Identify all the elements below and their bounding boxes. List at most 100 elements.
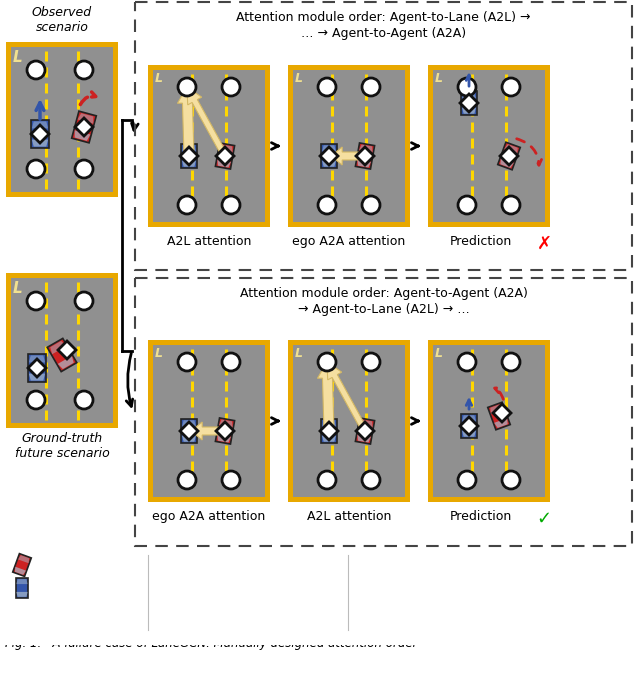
Polygon shape (180, 422, 198, 440)
Circle shape (222, 353, 240, 371)
Circle shape (75, 160, 93, 178)
Polygon shape (357, 434, 371, 443)
Polygon shape (219, 145, 232, 152)
Bar (428, 65, 550, 227)
Polygon shape (462, 431, 476, 436)
Polygon shape (355, 418, 374, 444)
Circle shape (222, 471, 240, 489)
Polygon shape (58, 356, 74, 369)
Text: L: L (435, 72, 443, 85)
Polygon shape (182, 145, 196, 152)
Bar (148, 65, 270, 227)
Text: Neighbor direction: Neighbor direction (180, 603, 296, 616)
Polygon shape (15, 566, 26, 575)
Text: L: L (155, 347, 163, 360)
Text: ✗: ✗ (536, 235, 552, 253)
Bar (148, 340, 270, 502)
Text: Attention module order: Agent-to-Agent (A2A): Attention module order: Agent-to-Agent (… (239, 288, 527, 300)
Polygon shape (216, 143, 235, 169)
Polygon shape (216, 418, 235, 444)
Polygon shape (322, 436, 336, 442)
Polygon shape (218, 434, 231, 443)
Polygon shape (31, 125, 49, 143)
Bar (11, 47, 113, 192)
Polygon shape (32, 122, 48, 129)
Circle shape (27, 292, 45, 310)
Circle shape (178, 471, 196, 489)
Polygon shape (182, 420, 196, 426)
Polygon shape (31, 120, 49, 148)
Circle shape (75, 61, 93, 79)
Circle shape (27, 391, 45, 409)
Circle shape (178, 353, 196, 371)
Circle shape (502, 471, 520, 489)
Bar (288, 340, 410, 502)
Text: Ego vehicle: Ego vehicle (42, 559, 115, 571)
Bar (433, 345, 545, 497)
Text: A2L attention: A2L attention (167, 235, 251, 248)
Text: Fig. 1.   A failure case of LaneGCN. Manually designed attention order: Fig. 1. A failure case of LaneGCN. Manua… (5, 637, 417, 650)
Text: Ego direction: Ego direction (42, 603, 125, 616)
Polygon shape (29, 355, 45, 362)
Polygon shape (17, 579, 28, 584)
Polygon shape (461, 91, 477, 115)
Polygon shape (180, 147, 198, 165)
Bar (433, 70, 545, 222)
Polygon shape (331, 147, 363, 165)
Text: Attention
(width increases
with values): Attention (width increases with values) (383, 569, 486, 612)
Circle shape (458, 471, 476, 489)
Polygon shape (504, 144, 518, 154)
Polygon shape (500, 147, 518, 165)
Circle shape (27, 61, 45, 79)
Text: L: L (295, 347, 303, 360)
Text: Observed
scenario: Observed scenario (32, 6, 92, 34)
Circle shape (157, 557, 173, 573)
Polygon shape (460, 94, 478, 112)
Bar (153, 345, 265, 497)
Text: L: L (155, 72, 163, 85)
Polygon shape (322, 145, 336, 152)
Polygon shape (460, 417, 478, 435)
Polygon shape (494, 418, 508, 428)
Circle shape (502, 353, 520, 371)
Polygon shape (177, 87, 198, 156)
Text: L: L (295, 72, 303, 85)
Text: Prediction: Prediction (450, 510, 512, 523)
Text: ego A2A attention: ego A2A attention (152, 510, 266, 523)
Polygon shape (58, 341, 76, 359)
Text: → Agent-to-Lane (A2L) → …: → Agent-to-Lane (A2L) → … (298, 302, 469, 316)
Polygon shape (77, 113, 93, 124)
Polygon shape (216, 422, 234, 440)
Text: Lane node: Lane node (180, 559, 246, 571)
Circle shape (362, 78, 380, 96)
Polygon shape (13, 554, 31, 576)
Text: Agent node: Agent node (180, 582, 252, 594)
Text: Attention module order: Agent-to-Lane (A2L) →: Attention module order: Agent-to-Lane (A… (236, 12, 531, 24)
Circle shape (222, 78, 240, 96)
Polygon shape (320, 147, 338, 165)
Polygon shape (157, 580, 173, 596)
Circle shape (75, 391, 93, 409)
Circle shape (362, 353, 380, 371)
Circle shape (75, 292, 93, 310)
Circle shape (362, 471, 380, 489)
Bar (11, 278, 113, 423)
Polygon shape (182, 436, 196, 442)
Polygon shape (355, 143, 374, 169)
Polygon shape (17, 592, 28, 597)
Polygon shape (356, 422, 374, 440)
Circle shape (318, 78, 336, 96)
Bar (6, 273, 118, 428)
Polygon shape (356, 147, 374, 165)
Polygon shape (498, 142, 520, 170)
Polygon shape (320, 422, 338, 440)
Polygon shape (181, 144, 196, 168)
Polygon shape (327, 362, 367, 432)
Circle shape (458, 353, 476, 371)
Circle shape (178, 78, 196, 96)
Polygon shape (359, 145, 372, 152)
Polygon shape (488, 402, 510, 430)
Polygon shape (218, 159, 231, 167)
Text: A2L attention: A2L attention (307, 510, 391, 523)
Polygon shape (461, 414, 477, 438)
